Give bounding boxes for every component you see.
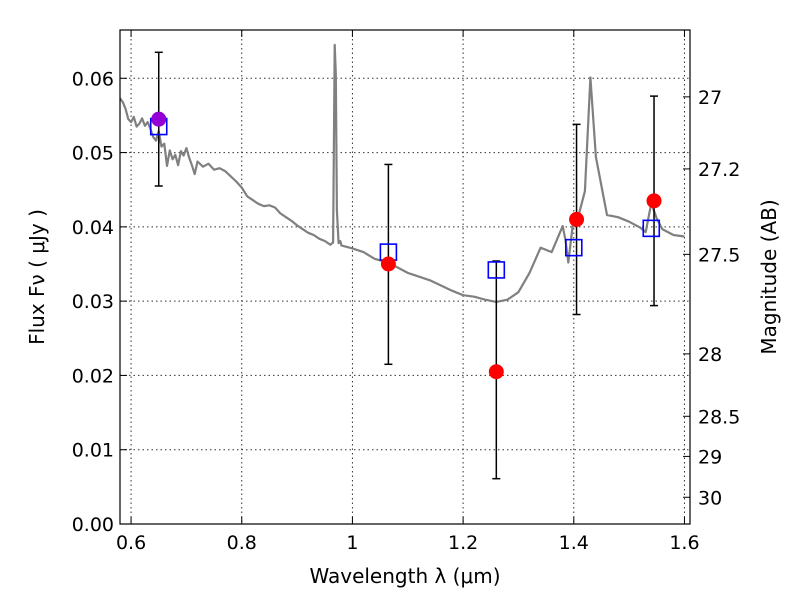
model-spectrum-line bbox=[119, 43, 685, 303]
y2-tick-label: 27 bbox=[698, 87, 722, 109]
x-tick-label: 1.6 bbox=[669, 532, 699, 554]
model-photometry-square bbox=[642, 219, 661, 238]
observed-flux-point bbox=[569, 211, 585, 227]
observed-flux-point bbox=[151, 111, 167, 127]
y-tick-label: 0.04 bbox=[72, 217, 114, 239]
plot-area bbox=[119, 43, 685, 480]
y-tick-label: 0.03 bbox=[72, 291, 114, 313]
plot-frame bbox=[119, 29, 691, 525]
model-photometry-square bbox=[564, 238, 583, 257]
y2-tick-label: 28 bbox=[698, 344, 722, 366]
y-tick-label: 0.06 bbox=[72, 68, 114, 90]
y-tick-label: 0.01 bbox=[72, 440, 114, 462]
y2-tick-label: 29 bbox=[698, 446, 722, 468]
y2-tick-label: 27.2 bbox=[698, 159, 740, 181]
y2-tick-label: 30 bbox=[698, 487, 722, 509]
x-axis-label: Wavelength λ (μm) bbox=[309, 564, 500, 588]
y-tick-label: 0.00 bbox=[72, 514, 114, 536]
x-tick-label: 1.4 bbox=[559, 532, 589, 554]
y-tick-label: 0.05 bbox=[72, 143, 114, 165]
x-tick-label: 1.2 bbox=[448, 532, 478, 554]
observed-flux-point bbox=[646, 193, 662, 209]
observed-flux-point bbox=[488, 364, 504, 380]
observed-flux-point bbox=[380, 256, 396, 272]
y-tick-label: 0.02 bbox=[72, 365, 114, 387]
x-tick-label: 1 bbox=[346, 532, 358, 554]
y2-axis-label: Magnitude (AB) bbox=[757, 199, 781, 354]
axes: 0.6 0.8 1 1.2 1.4 1.6 0.00 0.01 0.02 0.03 0.04 0.05… bbox=[72, 30, 740, 554]
y-axis-label: Flux Fν ( μJy ) bbox=[25, 209, 49, 345]
model-photometry-square bbox=[487, 261, 506, 279]
y2-tick-label: 28.5 bbox=[698, 406, 740, 428]
y2-tick-label: 27.5 bbox=[698, 244, 740, 266]
x-tick-label: 0.8 bbox=[227, 532, 257, 554]
x-tick-label: 0.6 bbox=[116, 532, 146, 554]
